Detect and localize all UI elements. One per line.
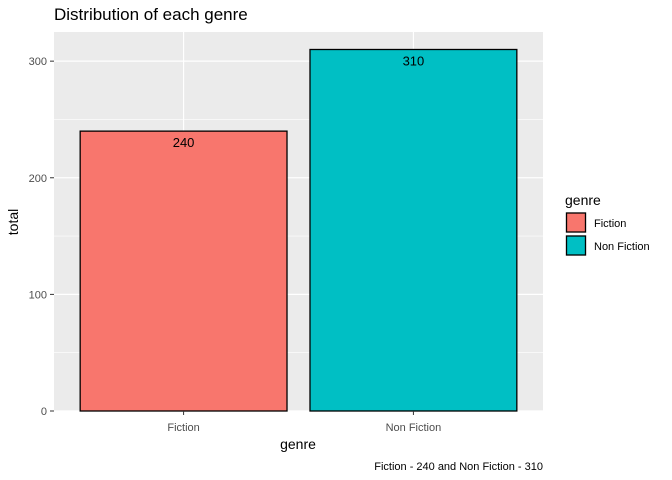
- y-axis-title: total: [5, 209, 21, 235]
- legend: genre Fiction Non Fiction: [565, 192, 650, 256]
- y-tick-label: 300: [29, 56, 47, 68]
- data-label: 310: [403, 53, 425, 68]
- data-labels: 240 310: [173, 53, 425, 150]
- x-tick-label: Fiction: [167, 422, 199, 434]
- y-tick-label: 0: [41, 406, 47, 418]
- legend-swatch: [565, 235, 587, 256]
- bar-non-fiction: [309, 48, 518, 412]
- y-axis: 0 100 200 300: [29, 56, 54, 418]
- y-tick-label: 200: [29, 173, 47, 185]
- legend-title: genre: [565, 192, 601, 208]
- data-label: 240: [173, 135, 195, 150]
- bar-fiction: [79, 130, 288, 412]
- legend-label: Fiction: [594, 218, 626, 230]
- x-axis-title: genre: [280, 436, 316, 452]
- chart-caption: Fiction - 240 and Non Fiction - 310: [374, 461, 543, 473]
- x-axis: Fiction Non Fiction: [167, 411, 441, 434]
- chart-title: Distribution of each genre: [54, 5, 248, 24]
- legend-label: Non Fiction: [594, 241, 650, 253]
- legend-swatch: [565, 212, 587, 233]
- x-tick-label: Non Fiction: [386, 422, 442, 434]
- bars: [79, 48, 518, 412]
- y-tick-label: 100: [29, 289, 47, 301]
